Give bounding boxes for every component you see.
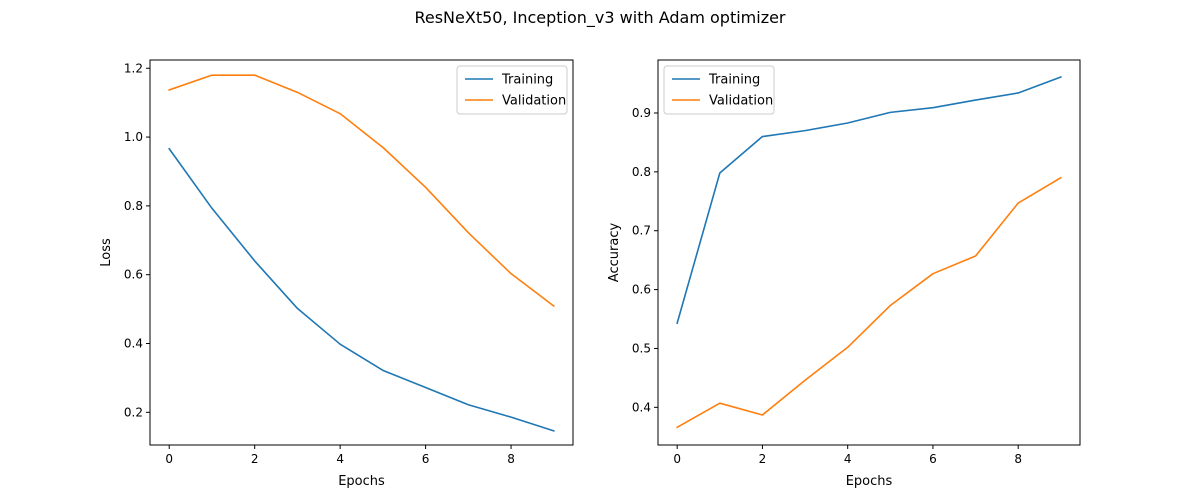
accuracy-x-tick-label: 6 bbox=[929, 452, 937, 466]
loss-x-tick-label: 4 bbox=[336, 452, 344, 466]
accuracy-legend-box bbox=[663, 65, 775, 115]
loss-x-tick-label: 6 bbox=[422, 452, 430, 466]
figure-title: ResNeXt50, Inception_v3 with Adam optimi… bbox=[414, 8, 785, 28]
loss-y-axis-label: Loss bbox=[99, 238, 114, 267]
loss-y-tick-label: 1.2 bbox=[124, 61, 143, 75]
loss-legend: Training Validation bbox=[456, 65, 568, 115]
accuracy-x-axis-label: Epochs bbox=[846, 474, 893, 489]
loss-series-training-line bbox=[168, 147, 555, 432]
loss-series-validation-line bbox=[168, 74, 555, 308]
accuracy-x-tick-label: 0 bbox=[673, 452, 681, 466]
loss-y-tick-label: 0.2 bbox=[124, 405, 143, 419]
loss-legend-label-training: Training bbox=[501, 73, 553, 88]
accuracy-y-tick-label: 0.9 bbox=[632, 106, 651, 120]
accuracy-x-tick-label: 4 bbox=[844, 452, 852, 466]
loss-y-tick-label: 0.4 bbox=[124, 337, 143, 351]
accuracy-y-tick-label: 0.5 bbox=[632, 341, 651, 355]
loss-y-tick-label: 1.0 bbox=[124, 130, 143, 144]
loss-y-tick-label: 0.8 bbox=[124, 199, 143, 213]
loss-x-tick-label: 0 bbox=[165, 452, 173, 466]
accuracy-y-tick-label: 0.8 bbox=[632, 165, 651, 179]
accuracy-series-training-line bbox=[676, 76, 1062, 325]
accuracy-legend-label-training: Training bbox=[708, 73, 760, 88]
accuracy-series-validation-line bbox=[676, 176, 1062, 429]
loss-x-axis-label: Epochs bbox=[338, 474, 385, 489]
loss-axes-frame bbox=[149, 59, 574, 446]
accuracy-x-tick-label: 2 bbox=[759, 452, 767, 466]
accuracy-axes-frame bbox=[657, 59, 1081, 446]
loss-legend-box bbox=[456, 65, 568, 115]
accuracy-y-tick-label: 0.7 bbox=[632, 224, 651, 238]
loss-subplot: 0 2 4 6 8 0.2 0.4 0.6 0.8 1.0 1.2 Epochs Loss Trainin… bbox=[99, 59, 574, 489]
loss-y-tick-label: 0.6 bbox=[124, 268, 143, 282]
accuracy-x-tick-label: 8 bbox=[1014, 452, 1022, 466]
accuracy-y-tick-label: 0.4 bbox=[632, 400, 651, 414]
accuracy-y-tick-label: 0.6 bbox=[632, 283, 651, 297]
accuracy-legend-label-validation: Validation bbox=[709, 94, 773, 109]
accuracy-y-axis-label: Accuracy bbox=[607, 223, 622, 283]
loss-x-tick-label: 2 bbox=[251, 452, 259, 466]
loss-legend-label-validation: Validation bbox=[502, 94, 566, 109]
accuracy-subplot: 0 2 4 6 8 0.4 0.5 0.6 0.7 0.8 0.9 Epochs Accuracy Tra… bbox=[607, 59, 1081, 489]
accuracy-legend: Training Validation bbox=[663, 65, 775, 115]
loss-x-tick-label: 8 bbox=[507, 452, 515, 466]
